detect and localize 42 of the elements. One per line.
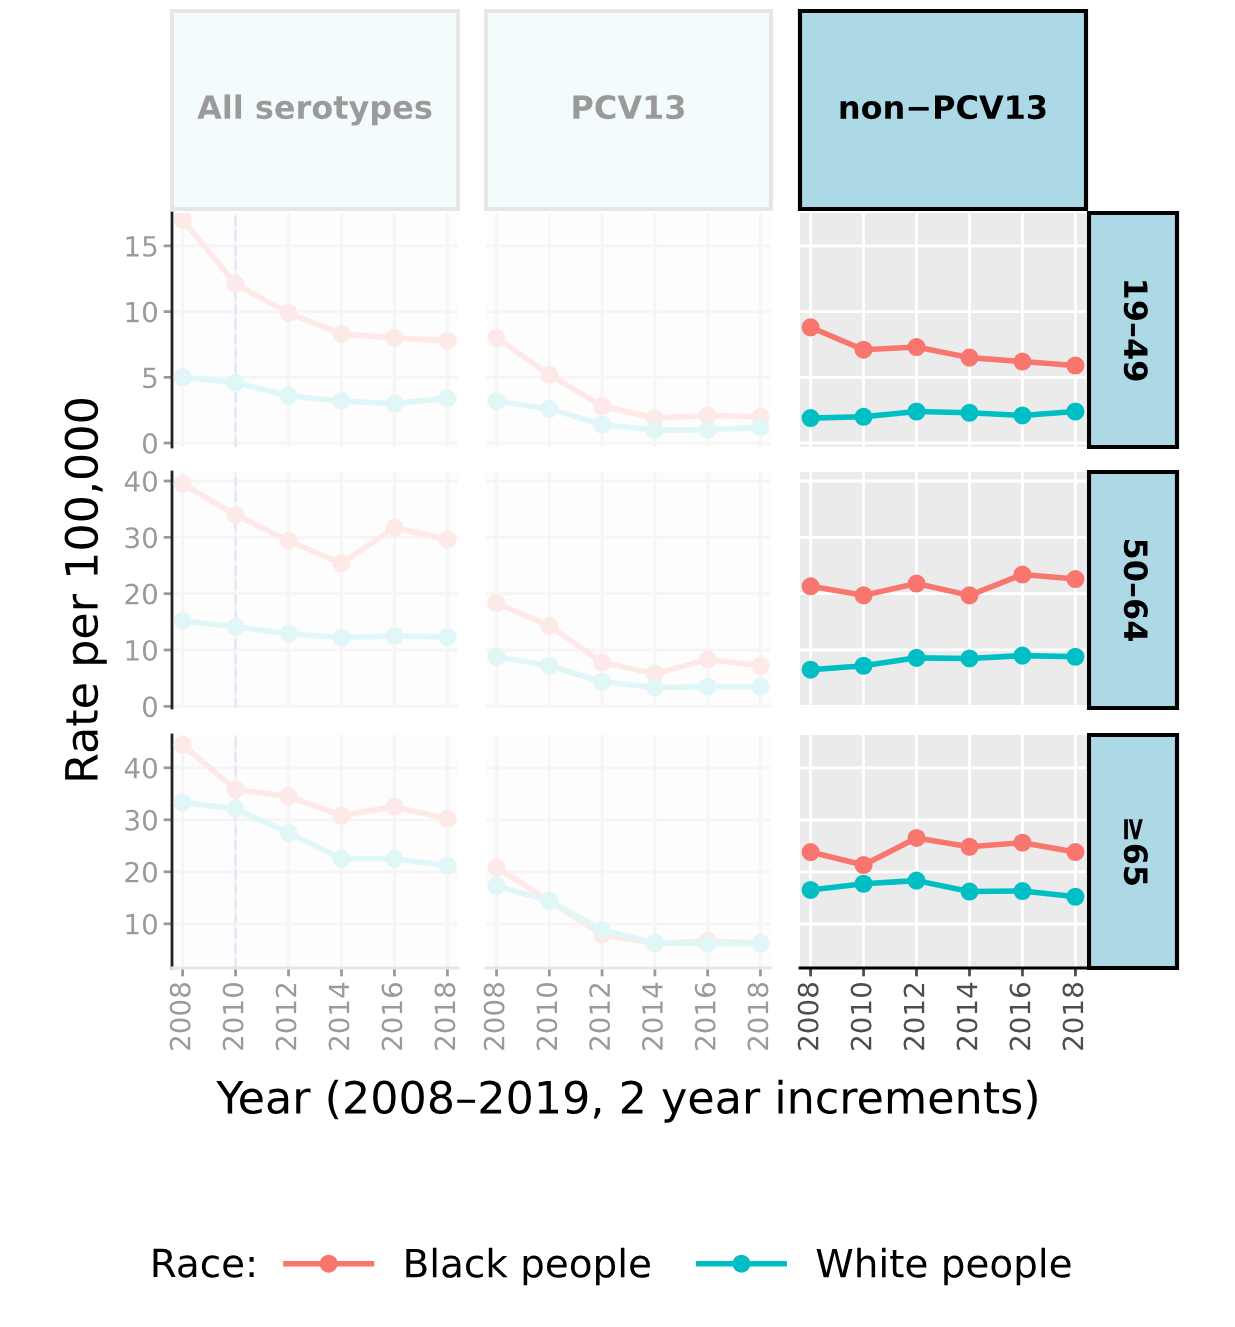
chart-title: PCV13 [573,95,684,120]
chart-title: All serotypes [197,94,432,126]
y-tick-label: 40 [124,757,157,779]
x-tick-label: 2016 [694,982,716,1050]
y-tick-label: 15 [126,236,157,257]
x-axis-title: Year (2008–2019, 2 year increments) [216,1079,1037,1123]
y-tick-label: 5 [143,367,157,389]
x-tick-label: 2008 [483,983,505,1050]
x-tick-label: 2008 [797,983,819,1050]
y-tick-label: 30 [125,527,157,549]
y-tick-label: 40 [124,470,157,492]
x-tick-label: 2010 [222,983,244,1050]
y-tick-label: 20 [125,861,157,883]
y-axis-title: Rate per 100,000 [64,399,107,780]
chart-title: non−PCV13 [840,95,1046,120]
y2-axis-title: ≥65 [1123,819,1148,885]
y-tick-label: 10 [126,913,157,935]
x-tick-label: 2012 [589,983,611,1050]
y-tick-label: 20 [125,583,157,605]
x-tick-label: 2012 [903,983,925,1050]
x-tick-label: 2018 [747,983,769,1050]
x-tick-label: 2018 [434,983,456,1050]
legend-label: Black people [406,1247,650,1286]
legend-label: White people [816,1247,1071,1286]
x-tick-label: 2016 [1009,982,1031,1050]
x-tick-label: 2014 [641,982,663,1050]
y2-axis-title: 50–64 [1123,540,1148,641]
x-tick-label: 2014 [956,982,978,1050]
x-tick-label: 2010 [536,983,558,1050]
y-tick-label: 10 [126,639,157,661]
y-tick-label: 0 [142,696,157,718]
y-tick-label: 0 [142,432,157,454]
y-tick-label: 30 [125,809,157,831]
y2-axis-title: 19–49 [1123,281,1148,381]
x-tick-label: 2016 [381,982,403,1050]
x-tick-label: 2008 [169,983,191,1050]
x-tick-label: 2018 [1062,983,1084,1050]
legend-title: Race: [153,1248,254,1278]
y-tick-label: 10 [126,301,157,323]
x-tick-label: 2012 [275,983,297,1050]
x-tick-label: 2010 [850,983,872,1050]
x-tick-label: 2014 [328,982,350,1050]
